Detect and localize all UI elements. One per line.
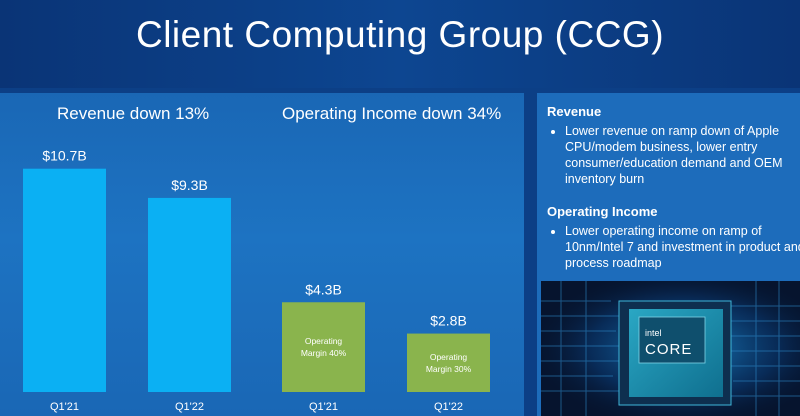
revenue-heading: Revenue [547,104,602,119]
revenue-bullet: Lower revenue on ramp down of Apple CPU/… [565,123,800,187]
chip-brand: intel [645,328,662,338]
bar-value-label: $2.8B [430,313,467,329]
bar-value-label: $4.3B [305,281,342,297]
operating-margin-note: Margin 40% [301,348,347,358]
bar-1-0 [282,302,365,392]
chip-image: intel CORE [541,281,800,416]
operating-income-heading: Operating Income [547,204,658,219]
operating-margin-note: Operating [305,336,343,346]
operating-income-bullet: Lower operating income on ramp of 10nm/I… [565,223,800,271]
category-tick-label: Q1'21 [50,401,79,413]
operating-margin-note: Operating [430,352,468,362]
category-tick-label: Q1'22 [434,401,463,413]
bar-value-label: $9.3B [171,177,208,193]
bar-value-label: $10.7B [42,148,86,164]
category-tick-label: Q1'22 [175,401,204,413]
operating-margin-note: Margin 30% [426,364,472,374]
income-chart-title: Operating Income down 34% [282,104,502,123]
header-band: Client Computing Group (CCG) [0,0,800,88]
bar-charts: $10.7B Q1'21 $9.3B Q1'22 $4.3B Q1'21 Operating… [23,148,490,413]
bar-0-1 [148,197,231,392]
bar-1-1 [407,333,490,392]
revenue-bullets: Lower revenue on ramp down of Apple CPU/… [547,123,800,187]
intel-core-chip-icon: intel CORE [541,281,800,416]
revenue-chart-title: Revenue down 13% [57,104,210,123]
chip-product: CORE [645,341,692,358]
operating-income-bullets: Lower operating income on ramp of 10nm/I… [547,223,800,271]
page-title: Client Computing Group (CCG) [135,14,665,55]
bar-0-0 [23,168,106,392]
category-tick-label: Q1'21 [309,401,338,413]
